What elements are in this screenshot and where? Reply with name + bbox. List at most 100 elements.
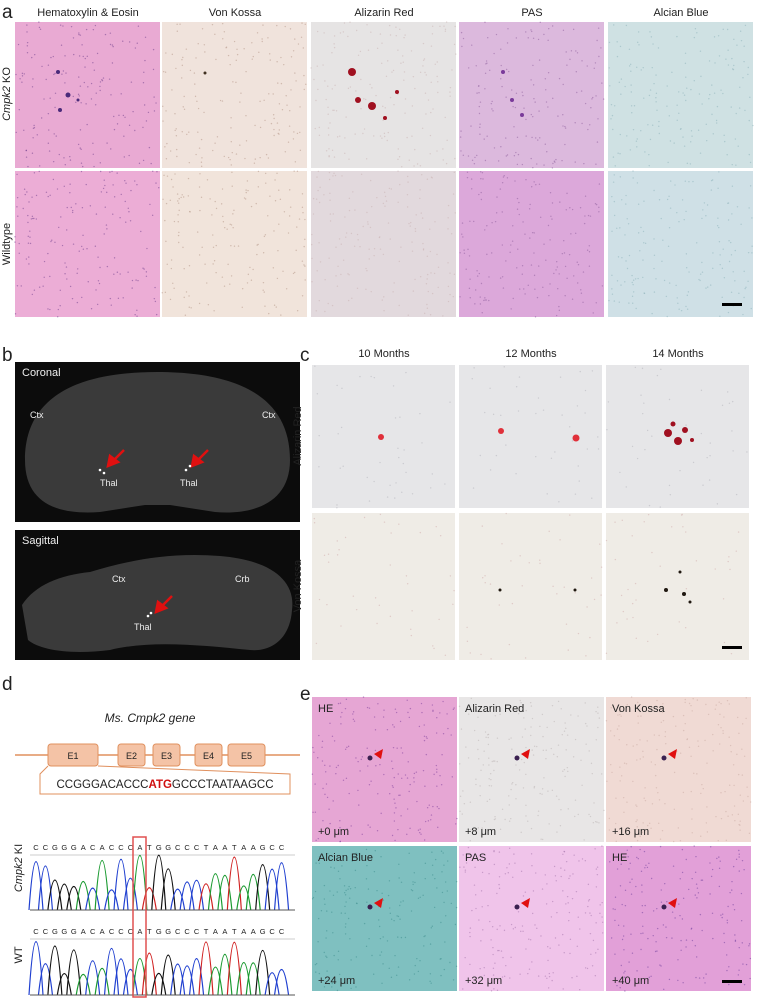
panel-label: d (2, 674, 13, 695)
texture (86, 55, 88, 58)
texture (355, 986, 357, 988)
texture (405, 371, 407, 374)
texture (563, 239, 565, 242)
texture (483, 974, 486, 977)
texture (613, 200, 616, 203)
texture (622, 935, 625, 937)
texture (530, 726, 532, 728)
texture (429, 228, 431, 230)
texture (342, 259, 345, 261)
texture (478, 105, 481, 108)
texture (370, 375, 372, 378)
texture (329, 192, 331, 195)
texture (344, 137, 346, 139)
texture (636, 743, 638, 746)
texture (666, 85, 668, 87)
texture (111, 44, 114, 46)
texture (700, 75, 702, 78)
texture (386, 139, 388, 142)
texture (734, 138, 737, 140)
texture (389, 96, 392, 99)
texture (390, 532, 392, 534)
texture (423, 58, 426, 60)
texture (694, 28, 697, 30)
texture (416, 957, 418, 960)
texture (480, 653, 482, 656)
texture (543, 33, 545, 36)
texture (437, 826, 439, 829)
texture (705, 215, 707, 217)
generated: Hematoxylin & Eosin Von Kossa Alizarin Red… (14, 7, 754, 998)
texture (474, 289, 477, 291)
texture (743, 45, 745, 47)
texture (422, 65, 424, 67)
texture (51, 239, 53, 241)
texture (597, 948, 599, 951)
texture (340, 978, 342, 981)
exon (227, 743, 266, 767)
texture (462, 37, 465, 40)
texture (669, 207, 672, 209)
texture (365, 848, 368, 851)
texture (539, 562, 541, 565)
texture (587, 128, 589, 131)
texture (436, 771, 438, 773)
texture (136, 315, 138, 317)
texture (550, 916, 553, 918)
texture (693, 772, 695, 775)
texture (595, 886, 598, 888)
texture (206, 179, 209, 181)
texture (501, 244, 504, 246)
texture (637, 232, 640, 234)
texture (407, 761, 409, 763)
texture (382, 716, 385, 718)
texture (32, 127, 35, 130)
texture (492, 760, 495, 762)
texture (398, 156, 401, 158)
texture (625, 486, 627, 488)
texture (534, 288, 536, 290)
deposit (670, 421, 676, 427)
texture (730, 254, 733, 256)
texture (14, 313, 17, 315)
texture (630, 846, 632, 848)
texture (394, 497, 396, 499)
texture (409, 225, 411, 227)
texture (535, 184, 537, 186)
texture (439, 25, 441, 28)
texture (459, 763, 461, 765)
texture (76, 272, 78, 275)
texture (621, 256, 623, 259)
texture (513, 155, 516, 157)
texture (647, 937, 649, 940)
texture (43, 98, 45, 100)
texture (110, 148, 112, 150)
deposit (678, 570, 682, 574)
texture (656, 374, 659, 377)
texture (423, 945, 425, 947)
texture (25, 149, 27, 152)
exon-label: E2 (126, 751, 137, 761)
texture (419, 831, 421, 834)
texture (120, 193, 122, 196)
texture (170, 267, 173, 270)
texture (719, 263, 721, 266)
texture (488, 299, 490, 302)
texture (500, 78, 502, 80)
micrograph (459, 365, 602, 508)
texture (215, 244, 217, 247)
texture (315, 971, 317, 973)
texture (619, 766, 621, 768)
peak (56, 972, 72, 996)
texture (331, 88, 333, 90)
texture (112, 184, 114, 186)
base: C (109, 927, 115, 936)
texture (430, 272, 432, 274)
texture (402, 900, 404, 902)
texture (494, 962, 496, 964)
texture (394, 417, 397, 419)
texture (525, 773, 527, 776)
texture (743, 868, 745, 871)
texture (679, 469, 681, 472)
texture (573, 854, 575, 856)
